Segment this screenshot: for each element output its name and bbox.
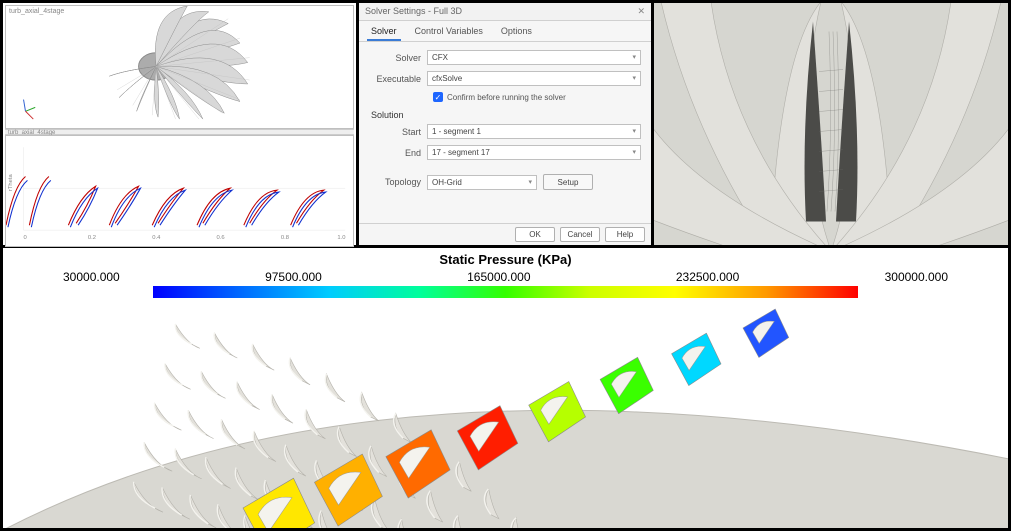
tab-control-variables[interactable]: Control Variables: [411, 24, 487, 41]
confirm-checkbox[interactable]: ✓: [433, 92, 443, 102]
start-select[interactable]: 1 - segment 1 ▾: [427, 124, 641, 139]
composite-figure: turb_axial_4stage: [0, 0, 1011, 531]
chevron-down-icon: ▾: [632, 146, 636, 159]
close-icon[interactable]: ✕: [637, 6, 645, 17]
tab-options[interactable]: Options: [497, 24, 536, 41]
executable-label: Executable: [369, 74, 427, 84]
pressure-result-view[interactable]: Static Pressure (KPa) 30000.000 97500.00…: [3, 248, 1008, 528]
svg-text:1.0: 1.0: [337, 235, 346, 241]
ok-button[interactable]: OK: [515, 227, 555, 242]
start-label: Start: [369, 127, 427, 137]
top-row: turb_axial_4stage: [3, 3, 1008, 248]
dialog-titlebar[interactable]: Solver Settings - Full 3D ✕: [359, 3, 651, 21]
legend-labels: 30000.000 97500.000 165000.000 232500.00…: [63, 270, 948, 284]
svg-text:rTheta: rTheta: [8, 173, 14, 191]
blade-render: [3, 298, 1008, 528]
legend-colorbar: [153, 286, 858, 298]
setup-button[interactable]: Setup: [543, 174, 593, 190]
mesh-closeup-view[interactable]: [654, 3, 1008, 245]
dialog-tabs: Solver Control Variables Options: [359, 21, 651, 42]
svg-text:0: 0: [24, 235, 28, 241]
chevron-down-icon: ▾: [528, 176, 532, 189]
chevron-down-icon: ▾: [632, 72, 636, 85]
solver-label: Solver: [369, 53, 427, 63]
impeller-render: [6, 6, 353, 129]
help-button[interactable]: Help: [605, 227, 645, 242]
svg-text:0.2: 0.2: [88, 235, 96, 241]
geometry-panel: turb_axial_4stage: [3, 3, 359, 245]
chevron-down-icon: ▾: [632, 51, 636, 64]
legend-value-1: 97500.000: [265, 270, 322, 284]
dialog-footer: OK Cancel Help: [359, 223, 651, 245]
topology-select[interactable]: OH-Grid ▾: [427, 175, 537, 190]
solver-select[interactable]: CFX ▾: [427, 50, 641, 65]
tab-solver[interactable]: Solver: [367, 24, 401, 41]
viewport-3d[interactable]: turb_axial_4stage: [5, 5, 354, 129]
legend-title: Static Pressure (KPa): [3, 252, 1008, 267]
end-label: End: [369, 148, 427, 158]
chevron-down-icon: ▾: [632, 125, 636, 138]
dialog-title: Solver Settings - Full 3D: [365, 6, 462, 17]
topology-label: Topology: [369, 177, 427, 187]
viewport-label: turb_axial_4stage: [9, 8, 64, 15]
cancel-button[interactable]: Cancel: [560, 227, 600, 242]
svg-text:0.8: 0.8: [281, 235, 289, 241]
executable-select[interactable]: cfxSolve ▾: [427, 71, 641, 86]
section-solution: Solution: [371, 110, 641, 120]
legend-value-3: 232500.000: [676, 270, 739, 284]
legend-value-2: 165000.000: [467, 270, 530, 284]
profile-chart[interactable]: rTheta: [5, 135, 354, 247]
svg-text:0.4: 0.4: [152, 235, 161, 241]
solver-settings-dialog: Solver Settings - Full 3D ✕ Solver Contr…: [359, 3, 654, 245]
dialog-body: Solver CFX ▾ Executable cfxSolve ▾ ✓ Con…: [359, 42, 651, 223]
legend-value-0: 30000.000: [63, 270, 120, 284]
confirm-label: Confirm before running the solver: [447, 93, 566, 102]
svg-text:0.6: 0.6: [217, 235, 225, 241]
end-select[interactable]: 17 - segment 17 ▾: [427, 145, 641, 160]
legend-value-4: 300000.000: [885, 270, 948, 284]
